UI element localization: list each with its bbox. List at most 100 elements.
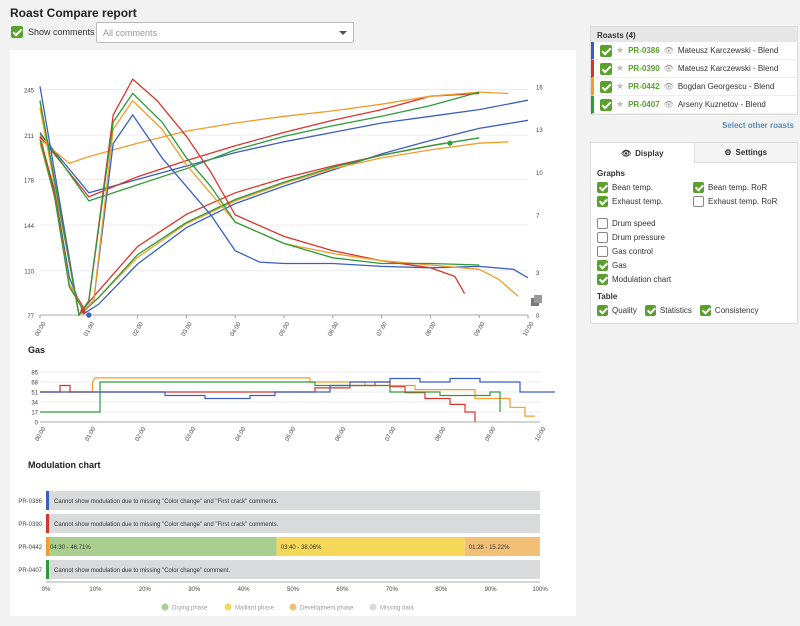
roast-item[interactable]: ★ PR-0386 👁 Mateusz Karczewski - Blend (591, 42, 797, 60)
roast-id[interactable]: PR-0386 (628, 46, 660, 55)
roast-checkbox[interactable] (600, 44, 612, 57)
x-tick-label: 07:00 (376, 321, 389, 338)
drum-pressure-checkbox[interactable] (597, 231, 608, 243)
roast-item[interactable]: ★ PR-0390 👁 Mateusz Karczewski - Blend (591, 60, 797, 78)
exhaust-series-line (39, 91, 509, 165)
y2-tick-label: 3 (536, 271, 540, 277)
eye-icon[interactable]: 👁 (663, 46, 674, 55)
drum-speed-checkbox[interactable] (597, 217, 608, 229)
eye-icon[interactable]: 👁 (663, 100, 674, 109)
option-bean-temp-ror[interactable]: Bean temp. RoR (693, 180, 793, 194)
eye-icon: 👁 (620, 148, 632, 158)
roast-checkbox[interactable] (600, 98, 612, 111)
legend-swatch (289, 603, 297, 611)
x-tick-label: 40% (238, 587, 251, 593)
quality-checkbox[interactable] (597, 304, 608, 316)
select-other-roasts-link[interactable]: Select other roasts (721, 121, 794, 130)
y-tick-label: 110 (24, 270, 34, 276)
y2-tick-label: 0 (536, 314, 540, 320)
show-comments-toggle[interactable]: Show comments (11, 26, 95, 38)
eye-icon[interactable]: 👁 (663, 82, 674, 91)
roast-name: Arseny Kuznetov - Blend (677, 100, 766, 109)
bean-temp-ror-checkbox[interactable] (693, 181, 704, 193)
x-tick-label: 00:00 (35, 321, 48, 338)
option-drum-pressure[interactable]: Drum pressure (597, 230, 791, 244)
star-icon[interactable]: ★ (616, 99, 625, 109)
segment-label: 01:28 - 15.22% (469, 545, 510, 551)
comments-select-value: All comments (103, 28, 158, 38)
x-tick-label: 60% (336, 587, 349, 593)
star-icon[interactable]: ★ (616, 63, 625, 73)
option-modulation-chart[interactable]: Modulation chart (597, 272, 791, 286)
roast-item[interactable]: ★ PR-0442 👁 Bogdan Georgescu - Blend (591, 78, 797, 96)
x-tick-label: 10% (89, 587, 102, 593)
page-title: Roast Compare report (10, 6, 137, 20)
legend-swatch (161, 603, 169, 611)
eye-icon[interactable]: 👁 (663, 64, 674, 73)
y-tick-label: 211 (24, 134, 34, 140)
gas-checkbox[interactable] (597, 259, 608, 271)
development-phase-segment (464, 537, 540, 556)
tab-settings[interactable]: ⚙ Settings (694, 143, 797, 163)
bean-temp-checkbox[interactable] (597, 181, 608, 193)
exhaust-temp-ror-checkbox[interactable] (693, 195, 704, 207)
option-drum-speed[interactable]: Drum speed (597, 216, 791, 230)
option-quality[interactable]: Quality (597, 303, 637, 317)
x-tick-label: 50% (287, 587, 300, 593)
exhaust-temp-checkbox[interactable] (597, 195, 608, 207)
option-exhaust-temp-ror[interactable]: Exhaust temp. RoR (693, 194, 793, 208)
legend-swatch (224, 603, 232, 611)
option-gas[interactable]: Gas (597, 258, 791, 272)
gas-control-checkbox[interactable] (597, 245, 608, 257)
comments-select[interactable]: All comments (96, 22, 354, 43)
gear-icon: ⚙ (724, 148, 732, 157)
option-bean-temp[interactable]: Bean temp. (597, 180, 693, 194)
y2-tick-label: 13 (536, 128, 543, 134)
modulation-chart-checkbox[interactable] (597, 273, 608, 285)
roast-id[interactable]: PR-0390 (628, 64, 660, 73)
option-exhaust-temp[interactable]: Exhaust temp. (597, 194, 693, 208)
bean-series-line (39, 137, 480, 313)
ror-series-line (39, 86, 529, 317)
modulation-chart-title: Modulation chart (28, 460, 101, 470)
option-label: Exhaust temp. RoR (708, 196, 778, 206)
consistency-checkbox[interactable] (699, 304, 711, 316)
legend-label: Drying phase (172, 606, 208, 612)
roast-id[interactable]: PR-0407 (628, 100, 660, 109)
option-statistics[interactable]: Statistics (644, 303, 692, 317)
report-panel: 77 110 144 178 211 245 0 3 7 10 13 16 00:00 01:00 02:0… (10, 50, 576, 616)
star-icon[interactable]: ★ (616, 81, 625, 91)
roast-checkbox[interactable] (600, 80, 612, 93)
option-label: Quality (612, 305, 637, 315)
show-comments-checkbox[interactable] (11, 26, 23, 38)
comment-marker (86, 312, 92, 318)
bean-series-line (39, 136, 446, 310)
y-tick-label: 0 (35, 421, 39, 427)
table-section-title: Table (597, 292, 618, 301)
legend-label: Maillard phase (235, 606, 275, 612)
missing-data-segment (49, 514, 540, 533)
statistics-checkbox[interactable] (644, 304, 656, 316)
row-message: Cannot show modulation due to missing "C… (54, 568, 230, 574)
roast-color-marker (46, 514, 49, 533)
option-consistency[interactable]: Consistency (699, 303, 759, 317)
roast-item[interactable]: ★ PR-0407 👁 Arseny Kuznetov - Blend (591, 96, 797, 114)
option-gas-control[interactable]: Gas control (597, 244, 791, 258)
x-tick-label: 0% (42, 587, 51, 593)
y-tick-label: 51 (31, 391, 38, 397)
exhaust-series-line (39, 91, 480, 202)
x-tick-label: 08:00 (425, 321, 438, 338)
exhaust-series-line (39, 92, 480, 198)
tab-display[interactable]: 👁 Display (591, 143, 695, 163)
chevron-down-icon (339, 31, 347, 35)
star-icon[interactable]: ★ (616, 45, 625, 55)
roast-checkbox[interactable] (600, 62, 612, 75)
x-tick-label: 80% (435, 587, 448, 593)
right-sidebar: Roasts (4) ★ PR-0386 👁 Mateusz Karczewski -… (590, 26, 798, 324)
y-tick-label: 34 (31, 401, 38, 407)
x-tick-label: 10:00 (523, 321, 536, 338)
option-label: Gas control (612, 246, 653, 256)
roast-id[interactable]: PR-0442 (628, 82, 660, 91)
maillard-phase-segment (276, 537, 465, 556)
show-comments-label: Show comments (28, 27, 95, 37)
